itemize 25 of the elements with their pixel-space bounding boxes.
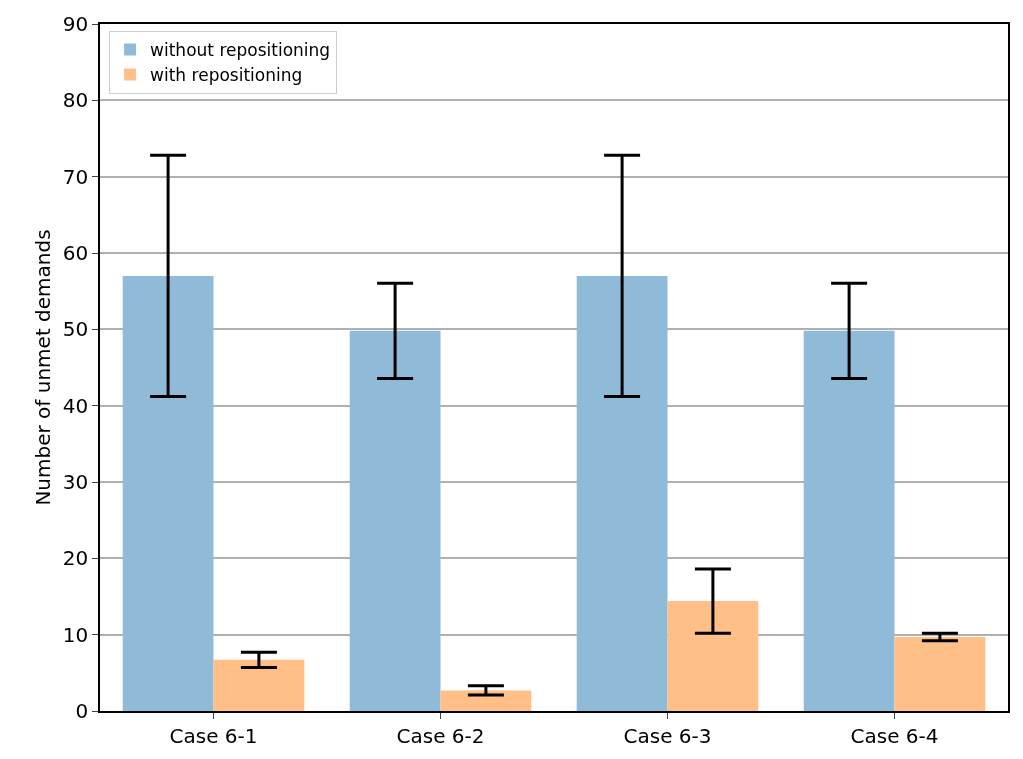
y-tick-label: 80 xyxy=(62,88,89,113)
y-tick-label: 20 xyxy=(62,546,89,571)
bar xyxy=(667,601,759,711)
x-tick-label: Case 6-4 xyxy=(850,723,939,748)
y-tick-label: 40 xyxy=(62,393,89,418)
y-tick-label: 30 xyxy=(62,470,89,494)
bar xyxy=(803,330,895,711)
y-tick-label: 70 xyxy=(62,164,89,189)
x-tick-label: Case 6-3 xyxy=(623,723,712,748)
y-tick-label: 0 xyxy=(75,699,89,723)
x-tick-label: Case 6-1 xyxy=(169,723,258,748)
bar xyxy=(894,636,986,711)
legend-label: with repositioning xyxy=(150,65,303,86)
bar xyxy=(440,690,532,711)
y-tick-label: 90 xyxy=(62,12,89,36)
y-tick-label: 50 xyxy=(62,317,89,342)
bar xyxy=(213,659,305,711)
bar xyxy=(576,275,668,711)
y-axis-title: Number of unmet demands xyxy=(30,229,55,506)
x-tick-label: Case 6-2 xyxy=(396,723,485,748)
legend-label: without repositioning xyxy=(150,40,331,61)
bar xyxy=(122,275,214,711)
y-tick-label: 10 xyxy=(62,622,89,647)
bar xyxy=(349,330,441,711)
y-tick-label: 60 xyxy=(62,241,89,265)
